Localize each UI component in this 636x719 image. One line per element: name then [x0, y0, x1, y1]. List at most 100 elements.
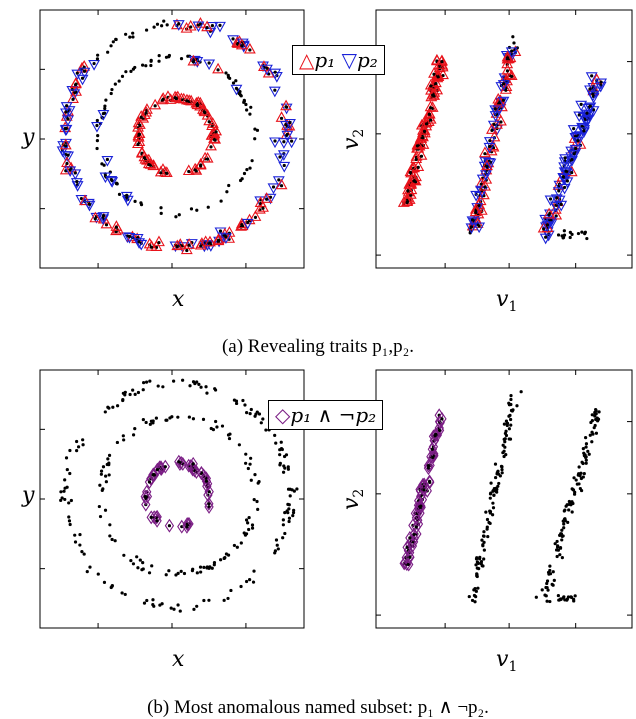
legend-p2-marker: ▽ [341, 48, 357, 72]
data-point [63, 486, 67, 490]
data-point [80, 76, 85, 80]
data-point [187, 415, 191, 419]
data-point [75, 71, 79, 75]
data-point [122, 553, 126, 557]
data-point [69, 498, 73, 503]
data-point [149, 515, 153, 519]
data-point [492, 493, 496, 497]
data-point [470, 218, 475, 222]
data-point [113, 539, 117, 543]
p2-marker [577, 123, 590, 135]
data-point [181, 378, 185, 382]
data-point [567, 499, 571, 504]
data-point [287, 519, 291, 524]
data-point [594, 431, 599, 435]
data-point [555, 539, 559, 544]
p1-marker [70, 76, 82, 88]
data-point [128, 35, 132, 39]
data-point [210, 566, 214, 570]
p1-marker [424, 112, 437, 124]
data-point [248, 462, 252, 466]
data-point [577, 465, 581, 469]
p2-marker [62, 115, 74, 127]
p2-marker [133, 238, 146, 249]
data-point [287, 516, 292, 520]
data-point [106, 457, 110, 461]
data-point [552, 578, 556, 582]
data-point [566, 520, 570, 524]
p2-marker [552, 187, 565, 198]
data-point [164, 55, 169, 59]
data-point [149, 58, 153, 62]
subset-marker [203, 488, 213, 503]
data-point [234, 86, 239, 90]
data-point [554, 548, 559, 552]
data-point [248, 166, 252, 170]
data-point [583, 232, 587, 236]
p2-marker [267, 183, 280, 195]
p1-marker [486, 123, 498, 134]
data-point [431, 455, 435, 459]
p1-marker [426, 87, 439, 99]
p2-marker [90, 212, 103, 224]
p2-marker [584, 85, 596, 97]
data-point [245, 167, 249, 172]
p1-marker [257, 201, 269, 212]
data-point [79, 196, 84, 201]
data-point [177, 213, 181, 217]
data-point [584, 455, 588, 459]
subset-marker [408, 534, 419, 549]
data-point [548, 197, 553, 201]
p1-marker [260, 192, 273, 203]
data-point [213, 388, 218, 392]
data-point [542, 227, 546, 231]
p1-marker [183, 238, 196, 249]
data-point [85, 570, 89, 574]
p1-marker [67, 92, 79, 103]
data-point [276, 547, 280, 551]
data-point [185, 248, 189, 253]
data-point [195, 103, 200, 108]
p2-marker [78, 67, 91, 79]
subset-marker [405, 550, 415, 565]
data-point [574, 478, 578, 482]
data-point [107, 473, 111, 477]
data-point [469, 225, 474, 229]
p2-marker [277, 138, 290, 149]
data-point [141, 561, 145, 565]
data-point [508, 413, 512, 417]
data-point [545, 581, 549, 586]
data-point [273, 139, 277, 143]
p2-marker [272, 176, 285, 187]
data-point [101, 465, 106, 469]
data-point [545, 599, 549, 603]
data-point [62, 489, 66, 493]
subset-marker [200, 470, 210, 485]
p2-marker [269, 137, 281, 149]
data-point [591, 432, 595, 436]
p1-marker [132, 130, 145, 142]
p1-marker [191, 98, 204, 110]
data-point [177, 460, 181, 464]
data-point [582, 451, 586, 455]
p2-marker [497, 80, 510, 91]
p1-marker [249, 210, 262, 221]
data-point [551, 570, 555, 574]
data-point [474, 594, 478, 599]
data-point [104, 474, 108, 478]
p1-marker [481, 159, 493, 171]
data-point [247, 515, 251, 520]
data-point [63, 478, 67, 482]
caption-b: (b) Most anomalous named subset: p₁ ∧ ¬p… [147, 697, 489, 718]
p1-marker [142, 157, 155, 169]
p2-marker [105, 176, 118, 187]
p2-marker [465, 223, 478, 235]
data-point [114, 37, 118, 41]
data-point [133, 65, 137, 70]
p2-marker [557, 173, 570, 184]
legend-p1-marker: △ [299, 48, 315, 72]
data-point [218, 23, 222, 27]
data-point [207, 502, 211, 506]
data-point [152, 25, 156, 29]
data-point [99, 472, 103, 476]
